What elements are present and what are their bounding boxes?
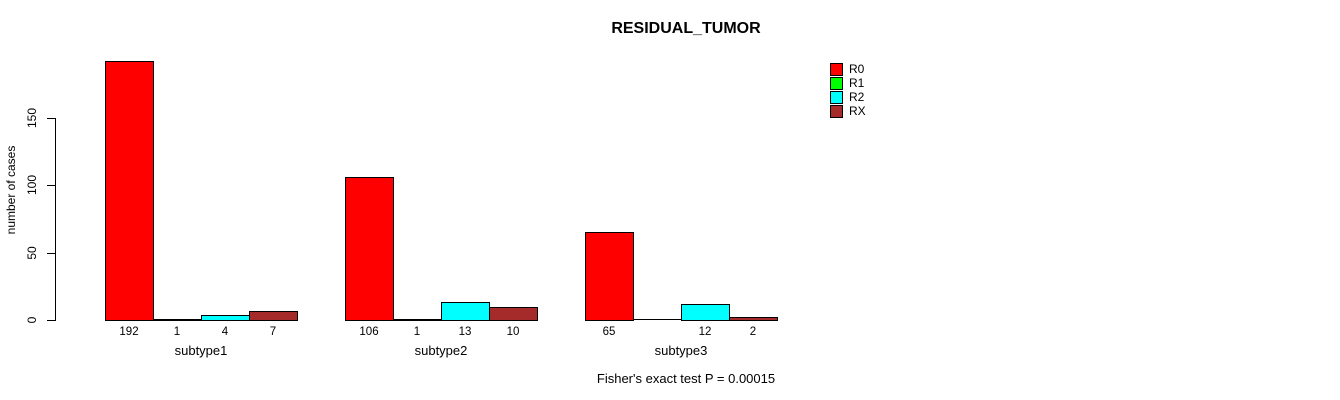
bar-value-label: 4 (221, 326, 229, 338)
bar-value-label: 13 (458, 326, 472, 338)
y-axis-tick (47, 320, 55, 321)
legend-item-r1: R1 (830, 77, 866, 90)
bar-rx-subtype2 (489, 307, 538, 321)
bar-value-label: 2 (749, 326, 757, 338)
bar-r2-subtype1 (201, 315, 250, 321)
legend-label: R2 (849, 90, 865, 104)
legend-swatch-r2 (830, 91, 843, 104)
y-axis-label: number of cases (4, 145, 18, 235)
bar-value-label: 1 (173, 326, 181, 338)
bar-value-label: 106 (359, 326, 379, 338)
y-axis-tick (47, 185, 55, 186)
bar-r1-subtype1 (153, 319, 202, 321)
legend-swatch-r0 (830, 63, 843, 76)
bar-r2-subtype3 (681, 304, 730, 321)
category-label-subtype2: subtype2 (414, 343, 468, 358)
bar-value-label: 10 (506, 326, 520, 338)
y-axis-tick-label: 100 (25, 174, 39, 196)
bar-rx-subtype1 (249, 311, 298, 321)
bar-r1-subtype2 (393, 319, 442, 321)
y-axis-tick-label: 150 (25, 107, 39, 129)
bar-value-label: 12 (698, 326, 712, 338)
bar-value-label: 65 (602, 326, 616, 338)
legend-label: RX (849, 104, 866, 118)
bar-r2-subtype2 (441, 302, 490, 321)
footer-note: Fisher's exact test P = 0.00015 (596, 371, 776, 386)
bar-value-label: 1 (413, 326, 421, 338)
bar-r0-subtype3 (585, 232, 634, 321)
category-label-subtype1: subtype1 (174, 343, 228, 358)
legend-label: R1 (849, 76, 865, 90)
bar-value-label: 192 (119, 326, 139, 338)
y-axis-tick (47, 253, 55, 254)
legend-item-rx: RX (830, 105, 866, 118)
category-label-subtype3: subtype3 (654, 343, 708, 358)
bar-r0-subtype2 (345, 177, 394, 321)
legend-item-r0: R0 (830, 63, 866, 76)
chart-title: RESIDUAL_TUMOR (611, 20, 761, 37)
bar-r0-subtype1 (105, 61, 154, 321)
bar-rx-subtype3 (729, 317, 778, 321)
legend-label: R0 (849, 62, 865, 76)
legend-swatch-rx (830, 105, 843, 118)
y-axis-tick (47, 118, 55, 119)
y-axis-tick-label: 50 (25, 246, 39, 260)
y-axis-tick-label: 0 (25, 316, 39, 324)
legend: R0 R1 R2 RX (830, 63, 866, 119)
legend-item-r2: R2 (830, 91, 866, 104)
y-axis-line (55, 118, 56, 321)
legend-swatch-r1 (830, 77, 843, 90)
bar-value-label: 7 (269, 326, 277, 338)
